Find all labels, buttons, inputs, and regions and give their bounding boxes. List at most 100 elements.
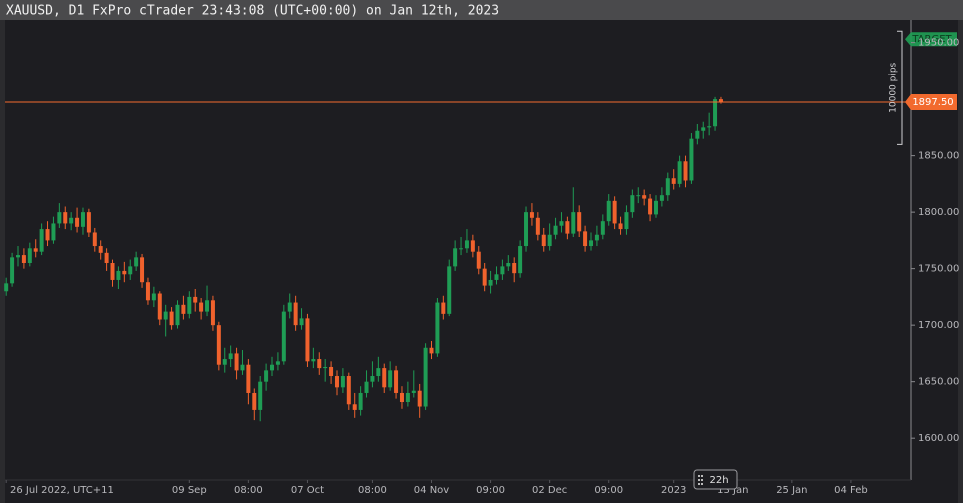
candle-body — [187, 296, 192, 314]
candle-body — [151, 293, 156, 301]
candle-body — [311, 359, 316, 362]
candle-body — [157, 293, 162, 320]
candle-body — [275, 361, 280, 365]
candle-body — [98, 246, 103, 253]
candle-body — [447, 266, 452, 314]
candle-body — [653, 200, 658, 215]
candle-body — [494, 274, 499, 280]
candle-body — [358, 392, 363, 410]
candle-body — [713, 99, 718, 127]
candle-body — [10, 257, 15, 284]
x-tick-label: 26 Jul 2022, UTC+11 — [10, 485, 114, 496]
candle-body — [252, 392, 257, 410]
candle-body — [169, 311, 174, 326]
candle-body — [382, 368, 387, 388]
candle-body — [246, 364, 251, 393]
candle-body — [547, 234, 552, 247]
candle-body — [51, 223, 56, 241]
candle-body — [476, 251, 481, 269]
candle-body — [329, 366, 334, 377]
candle-body — [287, 302, 292, 312]
header-bar — [0, 0, 963, 20]
candle-body — [429, 347, 434, 354]
badge-box — [693, 469, 738, 490]
y-tick-label: 1600.00 — [918, 433, 959, 444]
candle-body — [535, 217, 540, 235]
y-tick-label: 1650.00 — [918, 377, 959, 388]
candle-body — [571, 212, 576, 234]
candle-body — [636, 195, 641, 197]
candle-body — [317, 359, 322, 369]
candle-body — [405, 392, 410, 403]
x-tick-label: 25 Jan — [776, 485, 807, 496]
candle-body — [600, 221, 605, 235]
candles — [4, 96, 723, 422]
candle-body — [453, 248, 458, 267]
candle-body — [181, 304, 186, 314]
candle-body — [293, 302, 298, 326]
candle-body — [128, 266, 133, 275]
candle-body — [648, 198, 653, 215]
candle-body — [524, 212, 529, 247]
x-tick-label: 13 Jan — [717, 485, 748, 496]
candle-body — [240, 364, 245, 371]
x-tick-label: 04 Nov — [414, 485, 450, 496]
candle-body — [122, 270, 127, 275]
candle-body — [39, 229, 44, 252]
candle-body — [63, 212, 68, 224]
candle-body — [624, 212, 629, 230]
candle-body — [163, 311, 168, 320]
candle-body — [618, 223, 623, 230]
x-tick-label: 09 Sep — [172, 485, 207, 496]
candle-body — [665, 178, 670, 196]
countdown-text: 22h — [709, 475, 728, 486]
candle-body — [258, 381, 263, 410]
x-tick-label: 04 Feb — [834, 485, 868, 496]
candle-body — [482, 268, 487, 286]
candle-body — [559, 221, 564, 226]
candle-body — [512, 262, 517, 274]
x-tick-label: 2023 — [661, 485, 686, 496]
candle-body — [718, 99, 723, 102]
candle-body — [86, 212, 91, 233]
candle-body — [701, 127, 706, 131]
candle-body — [323, 366, 328, 369]
pips-ruler — [897, 30, 903, 145]
candle-body — [193, 296, 198, 303]
candle-body — [104, 252, 109, 263]
x-tick-label: 08:00 — [358, 485, 387, 496]
candle-body — [75, 217, 80, 227]
candle-body — [470, 240, 475, 252]
candle-body — [305, 318, 310, 362]
candle-body — [577, 212, 582, 232]
candle-body — [394, 370, 399, 393]
candle-body — [346, 376, 351, 405]
target-tag — [905, 32, 957, 47]
candle-body — [589, 240, 594, 247]
candle-body — [27, 248, 32, 263]
x-tick-label: 08:00 — [234, 485, 263, 496]
chart-title: XAUUSD, D1 FxPro cTrader 23:43:08 (UTC+0… — [6, 4, 499, 19]
candle-body — [21, 255, 26, 263]
pips-ruler-label: 10000 pips — [889, 62, 899, 112]
candle-body — [140, 257, 145, 283]
candle-body — [671, 178, 676, 184]
candle-body — [518, 246, 523, 274]
candle-body — [707, 126, 712, 128]
candle-body — [411, 390, 416, 393]
price-tag-label: 1897.50 — [912, 97, 953, 108]
candle-body — [352, 404, 357, 410]
candle-body — [488, 279, 493, 286]
candle-body — [205, 300, 210, 312]
candle-body — [45, 229, 50, 241]
candle-body — [228, 353, 233, 360]
candle-body — [299, 318, 304, 326]
overlay: 1897.50 TARGET 10000 pips — [5, 30, 957, 145]
candle-body — [69, 217, 74, 224]
candle-body — [594, 234, 599, 241]
candle-body — [459, 248, 464, 250]
candle-body — [210, 300, 215, 326]
candle-body — [683, 161, 688, 181]
y-tick-label: 1950.00 — [918, 38, 959, 49]
